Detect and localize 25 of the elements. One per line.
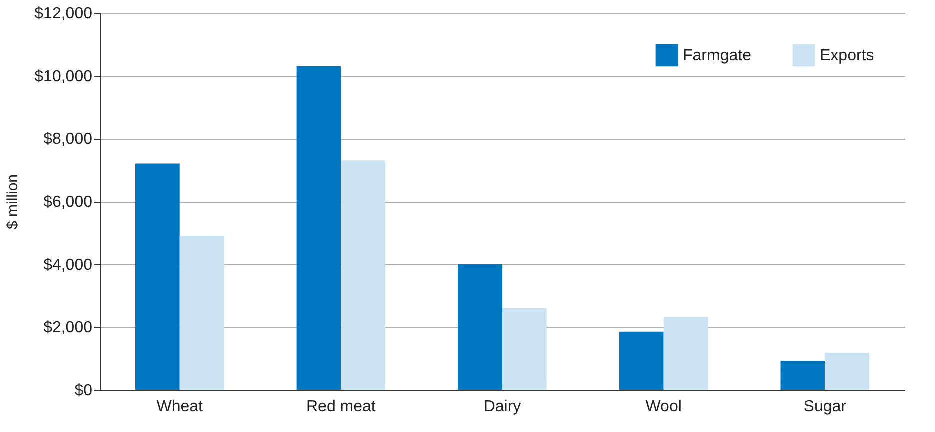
x-tick-label: Sugar [804,398,848,416]
x-tick-label: Wheat [156,398,204,416]
bar [502,308,547,390]
x-tick-label: Red meat [306,398,376,416]
bar [619,332,664,390]
y-tick-label: $6,000 [44,194,93,211]
x-tick-label: Wool [646,398,682,416]
legend-label: Farmgate [683,47,752,64]
y-tick-label: $10,000 [34,68,93,86]
bar [296,66,342,390]
bar [341,160,386,390]
legend-label: Exports [820,47,874,64]
bar [780,361,826,390]
bar [458,264,502,390]
y-tick-label: $12,000 [34,6,93,22]
y-tick-label: $4,000 [44,256,93,274]
bar [135,164,180,390]
bar [825,352,870,390]
y-tick-label: $2,000 [44,320,93,337]
bar [664,317,708,390]
y-tick-label: $8,000 [44,131,93,148]
bar [180,236,224,390]
y-tick-label: $0 [74,382,93,400]
y-axis-title: $ million [4,174,22,230]
x-tick-label: Dairy [484,398,522,416]
